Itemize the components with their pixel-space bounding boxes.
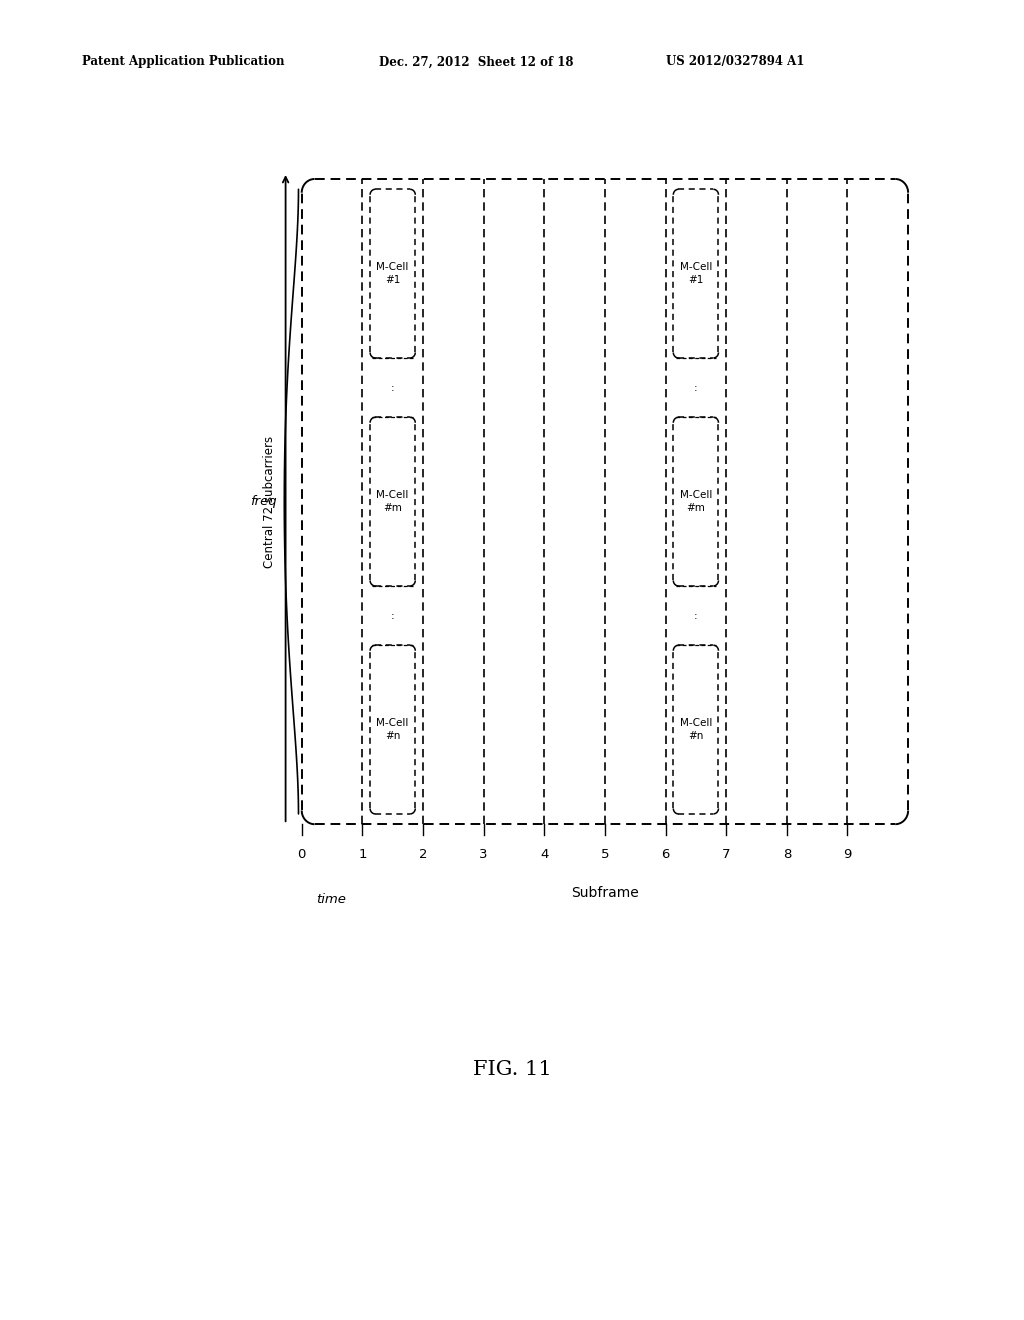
Text: US 2012/0327894 A1: US 2012/0327894 A1 (666, 55, 804, 69)
Text: time: time (315, 892, 346, 906)
Text: :: : (694, 611, 697, 620)
Text: 1: 1 (358, 849, 367, 861)
Text: M-Cell
#1: M-Cell #1 (377, 261, 409, 285)
Text: :: : (694, 383, 697, 392)
Text: Dec. 27, 2012  Sheet 12 of 18: Dec. 27, 2012 Sheet 12 of 18 (379, 55, 573, 69)
Text: FIG. 11: FIG. 11 (473, 1060, 551, 1078)
Text: freq: freq (250, 495, 276, 508)
Text: Central 72 subcarriers: Central 72 subcarriers (263, 436, 275, 568)
Text: M-Cell
#n: M-Cell #n (377, 718, 409, 742)
Text: 6: 6 (662, 849, 670, 861)
Text: 0: 0 (298, 849, 306, 861)
Text: M-Cell
#m: M-Cell #m (680, 490, 712, 513)
Text: 7: 7 (722, 849, 730, 861)
Text: 8: 8 (782, 849, 791, 861)
Text: Subframe: Subframe (571, 886, 639, 900)
Text: :: : (391, 383, 394, 392)
Text: 3: 3 (479, 849, 487, 861)
Text: Patent Application Publication: Patent Application Publication (82, 55, 285, 69)
Text: 4: 4 (540, 849, 549, 861)
Text: :: : (391, 611, 394, 620)
Text: M-Cell
#m: M-Cell #m (377, 490, 409, 513)
Text: 5: 5 (601, 849, 609, 861)
Text: M-Cell
#1: M-Cell #1 (680, 261, 712, 285)
Text: 2: 2 (419, 849, 427, 861)
Text: 9: 9 (844, 849, 852, 861)
Text: M-Cell
#n: M-Cell #n (680, 718, 712, 742)
